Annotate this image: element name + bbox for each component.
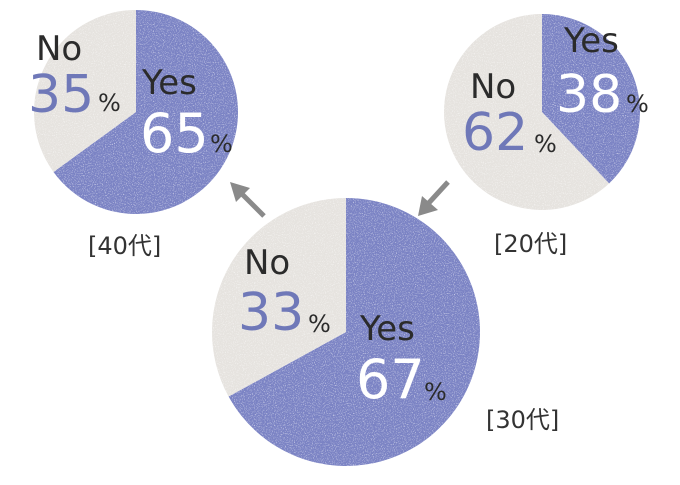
pie-30s: No 33 % Yes 67 % [30代] (211, 198, 559, 466)
pie-20s-no-unit: % (534, 130, 557, 158)
pie-30s-no-label: No (244, 243, 290, 283)
pie-30s-texture (212, 198, 480, 466)
pie-20s-no-value: 62 (462, 103, 528, 163)
pie-30s-group-label: [30代] (486, 406, 559, 434)
pie-20s-texture (444, 14, 640, 210)
pie-20s: Yes 38 % No 62 % [20代] (444, 14, 649, 258)
pie-30s-yes-label: Yes (359, 309, 415, 349)
pie-30s-no-value: 33 (238, 283, 304, 343)
pie-40s-yes-unit: % (210, 130, 233, 158)
pie-20s-yes-unit: % (626, 90, 649, 118)
pie-30s-yes-unit: % (424, 378, 447, 406)
pie-40s-yes-label: Yes (141, 63, 197, 103)
arrow-to-40s (230, 182, 266, 218)
pie-20s-group-label: [20代] (494, 230, 567, 258)
pie-20s-yes-value: 38 (556, 65, 622, 125)
pie-40s-no-unit: % (98, 89, 121, 117)
pie-40s: No 35 % Yes 65 % [40代] (28, 10, 238, 260)
pie-30s-speckle (212, 198, 480, 466)
pie-40s-no-label: No (36, 29, 82, 69)
pie-40s-no-value: 35 (28, 65, 94, 125)
pie-20s-yes-label: Yes (563, 21, 619, 61)
pie-30s-yes-value: 67 (356, 348, 425, 411)
arrow-to-20s (418, 180, 450, 216)
pie-40s-texture (34, 10, 238, 214)
pie-40s-speckle (34, 10, 238, 214)
pie-40s-yes-value: 65 (140, 102, 209, 165)
pie-20s-no-label: No (470, 67, 516, 107)
pie-40s-group-label: [40代] (88, 232, 161, 260)
pie-20s-speckle (444, 14, 640, 210)
pie-30s-no-unit: % (308, 310, 331, 338)
